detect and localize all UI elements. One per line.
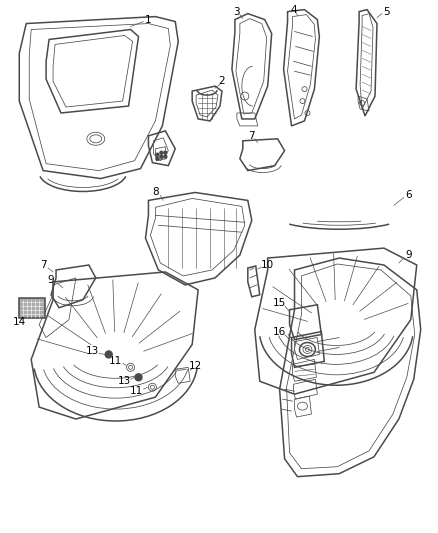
Circle shape: [156, 157, 159, 160]
Text: 8: 8: [152, 188, 159, 197]
Circle shape: [105, 351, 112, 358]
Text: 13: 13: [86, 346, 99, 357]
Circle shape: [160, 155, 163, 158]
Text: 9: 9: [48, 275, 54, 285]
Text: 2: 2: [219, 76, 225, 86]
Text: 5: 5: [384, 6, 390, 17]
FancyBboxPatch shape: [19, 298, 45, 318]
Text: 11: 11: [109, 357, 122, 366]
Text: 15: 15: [273, 298, 286, 308]
Text: 6: 6: [406, 190, 412, 200]
Text: 16: 16: [273, 327, 286, 336]
Text: 10: 10: [261, 260, 274, 270]
Circle shape: [164, 151, 167, 154]
Circle shape: [160, 151, 163, 154]
Text: 7: 7: [40, 260, 46, 270]
Text: 7: 7: [248, 131, 255, 141]
Text: 11: 11: [130, 386, 143, 396]
Text: 3: 3: [233, 6, 240, 17]
Circle shape: [156, 153, 159, 156]
Text: 1: 1: [145, 14, 152, 25]
Text: 4: 4: [290, 5, 297, 14]
Text: 9: 9: [406, 250, 412, 260]
Circle shape: [135, 374, 142, 381]
Circle shape: [164, 155, 167, 158]
Text: 12: 12: [188, 361, 202, 372]
Text: 14: 14: [13, 317, 26, 327]
Text: 13: 13: [118, 376, 131, 386]
